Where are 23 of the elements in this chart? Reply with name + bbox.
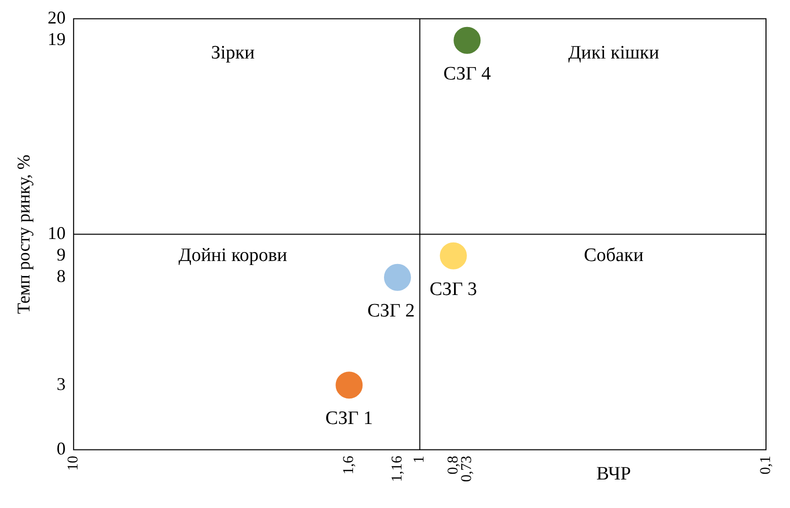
annotation: Дикі кішки (568, 42, 660, 64)
x-tick-label: 0,1 (758, 456, 774, 474)
y-tick-label: 8 (56, 266, 66, 286)
y-tick-label: 9 (56, 244, 66, 265)
y-tick-label: 10 (48, 223, 66, 244)
x-tick-label: 0,73 (459, 456, 476, 482)
annotation: Дойні корови (178, 244, 288, 266)
annotation: Зірки (211, 42, 255, 64)
x-tick-label: 0,8 (445, 456, 462, 474)
x-axis-title: ВЧР (596, 464, 631, 485)
x-tick-label: 1 (412, 456, 428, 464)
series-label: СЗГ 1 (325, 408, 373, 430)
series-label: СЗГ 2 (367, 300, 415, 322)
series-label: СЗГ 3 (430, 278, 478, 300)
y-tick-label: 0 (56, 438, 66, 458)
y-axis-title: Темп росту ринку, % (14, 154, 34, 314)
x-tick-label: 1,16 (389, 455, 406, 482)
y-tick-label: 3 (56, 374, 66, 394)
y-tick-label: 20 (48, 8, 66, 28)
y-tick-label: 19 (48, 29, 66, 50)
annotation: Собаки (584, 244, 644, 266)
series-label: СЗГ 4 (443, 63, 492, 84)
x-tick-label: 1,6 (341, 455, 358, 474)
